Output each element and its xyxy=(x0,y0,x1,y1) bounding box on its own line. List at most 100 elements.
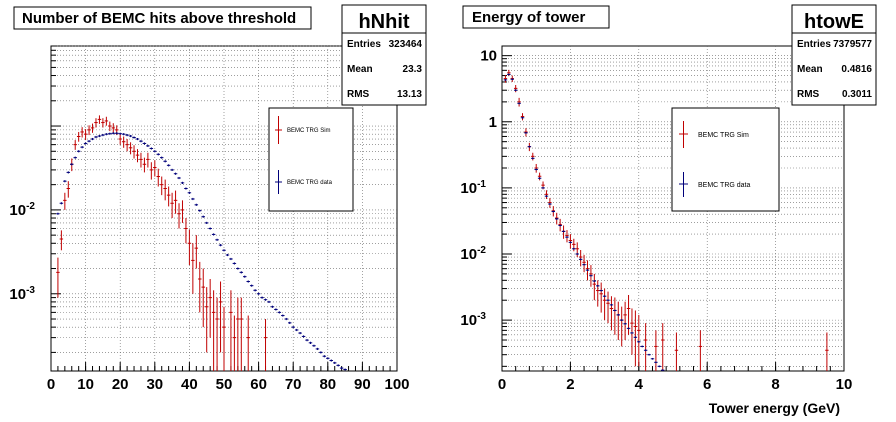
right-point-sim xyxy=(534,163,538,173)
right-point-data xyxy=(640,345,644,348)
right-point-data xyxy=(513,89,518,92)
right-point-data xyxy=(606,299,610,302)
left-point-sim xyxy=(156,168,160,187)
right-point-data xyxy=(572,247,576,250)
right-point-data xyxy=(654,361,658,364)
right-point-sim xyxy=(568,234,573,249)
left-point-data xyxy=(336,364,340,367)
left-point-data xyxy=(146,144,150,147)
left-point-data xyxy=(73,156,77,159)
right-y-tick-label: 10 xyxy=(480,48,497,65)
left-point-data xyxy=(163,160,167,163)
left-point-data xyxy=(246,280,250,283)
right-y-tick-label: 10-3 xyxy=(460,311,486,329)
left-point-sim xyxy=(215,297,219,371)
left-y-tick-label: 10-3 xyxy=(9,285,35,303)
left-point-data xyxy=(243,275,247,278)
left-point-sim xyxy=(142,157,147,173)
left-point-data xyxy=(101,134,105,137)
left-y-tick-exponent: -2 xyxy=(26,201,35,212)
right-point-sim xyxy=(606,291,610,324)
right-point-data xyxy=(548,203,552,205)
right-point-data xyxy=(575,253,579,255)
left-y-tick-base: 10 xyxy=(9,286,26,303)
right-stats-rms-label: RMS xyxy=(797,89,820,100)
left-point-sim xyxy=(153,160,157,177)
right-point-data xyxy=(609,304,614,306)
right-title-box xyxy=(462,5,610,29)
left-point-data xyxy=(288,321,292,324)
left-point-sim xyxy=(80,127,84,138)
left-stats-rms-label: RMS xyxy=(347,89,370,100)
right-point-data xyxy=(661,369,665,371)
left-point-sim xyxy=(173,190,178,214)
right-point-data xyxy=(599,289,603,292)
left-title-box xyxy=(13,6,312,30)
left-y-tick-base: 10 xyxy=(9,202,26,219)
right-point-sim xyxy=(548,198,552,208)
left-point-sim xyxy=(149,162,154,180)
left-point-data xyxy=(308,341,313,344)
right-legend-data-label: BEMC TRG data xyxy=(698,182,750,189)
right-x-tick-label: 6 xyxy=(703,376,711,393)
left-legend: BEMC TRG Sim BEMC TRG data xyxy=(268,107,354,212)
left-point-sim xyxy=(229,290,233,371)
right-y-tick-label: 10-1 xyxy=(460,179,486,197)
left-point-data xyxy=(66,171,71,174)
right-point-data xyxy=(647,353,651,356)
left-legend-box xyxy=(268,107,354,212)
right-point-data xyxy=(592,280,597,282)
left-point-data xyxy=(198,209,202,212)
right-point-data xyxy=(585,269,590,272)
right-point-data xyxy=(534,168,538,171)
left-point-data xyxy=(229,257,233,261)
right-point-sim xyxy=(513,84,518,93)
left-point-data xyxy=(277,311,282,314)
left-point-sim xyxy=(83,129,88,141)
left-point-data xyxy=(256,292,261,295)
left-point-data xyxy=(63,180,67,183)
left-series xyxy=(56,115,347,371)
left-point-sim xyxy=(194,235,199,269)
left-point-data xyxy=(204,221,209,225)
left-x-tick-label: 100 xyxy=(384,376,409,393)
left-point-sim xyxy=(184,218,188,244)
left-point-sim xyxy=(222,306,226,371)
left-series-sim xyxy=(56,115,268,371)
left-point-data xyxy=(111,132,116,135)
right-y-tick-exponent: -1 xyxy=(477,179,486,190)
left-point-data xyxy=(166,164,171,167)
left-point-data xyxy=(201,215,205,218)
left-point-sim xyxy=(263,319,268,371)
left-point-sim xyxy=(101,118,105,128)
right-point-data xyxy=(561,230,566,233)
left-point-data xyxy=(339,367,344,370)
right-point-data xyxy=(582,263,586,266)
left-point-sim xyxy=(246,315,250,371)
left-point-data xyxy=(59,202,64,205)
right-axis-ticks xyxy=(501,55,845,371)
right-legend-box xyxy=(671,107,780,212)
left-point-data xyxy=(218,244,223,247)
left-point-data xyxy=(194,203,199,206)
right-point-sim xyxy=(602,288,607,321)
left-point-data xyxy=(329,359,333,362)
right-point-sim xyxy=(578,249,583,267)
left-point-data xyxy=(326,357,330,360)
left-point-sim xyxy=(159,176,164,196)
right-point-sim xyxy=(520,113,525,121)
left-point-data xyxy=(135,137,140,141)
right-series xyxy=(503,69,829,371)
right-y-tick-base: 10 xyxy=(460,180,477,197)
right-point-data xyxy=(633,336,638,339)
left-x-tick-labels: 0 10 20 30 40 50 60 70 80 90 100 xyxy=(47,376,410,393)
left-point-data xyxy=(139,140,143,143)
right-point-data xyxy=(503,79,508,81)
left-point-data xyxy=(312,344,316,347)
right-frame xyxy=(501,45,845,372)
right-point-sim xyxy=(630,308,634,355)
left-point-data xyxy=(187,191,192,194)
right-point-data xyxy=(555,218,559,220)
left-point-data xyxy=(121,133,126,136)
right-legend-sim-label: BEMC TRG Sim xyxy=(698,132,749,139)
